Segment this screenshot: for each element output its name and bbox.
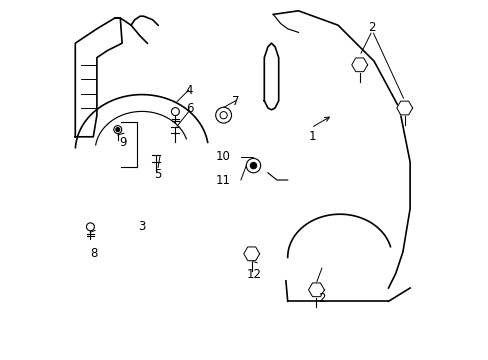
- Circle shape: [250, 162, 256, 169]
- Text: 10: 10: [215, 150, 230, 163]
- Circle shape: [116, 127, 120, 132]
- Text: 2: 2: [368, 21, 375, 33]
- Polygon shape: [308, 283, 324, 297]
- Text: 8: 8: [90, 247, 98, 260]
- Polygon shape: [351, 58, 367, 72]
- Text: 1: 1: [308, 130, 316, 143]
- Text: 4: 4: [185, 84, 193, 97]
- Text: 6: 6: [185, 102, 193, 115]
- Text: 7: 7: [232, 95, 240, 108]
- Polygon shape: [396, 101, 412, 115]
- Text: 11: 11: [215, 174, 230, 186]
- Text: 2: 2: [318, 292, 325, 305]
- Polygon shape: [244, 247, 259, 261]
- Text: 5: 5: [153, 168, 161, 181]
- Text: 3: 3: [138, 220, 145, 233]
- Text: 9: 9: [119, 136, 126, 149]
- Text: 12: 12: [246, 268, 261, 281]
